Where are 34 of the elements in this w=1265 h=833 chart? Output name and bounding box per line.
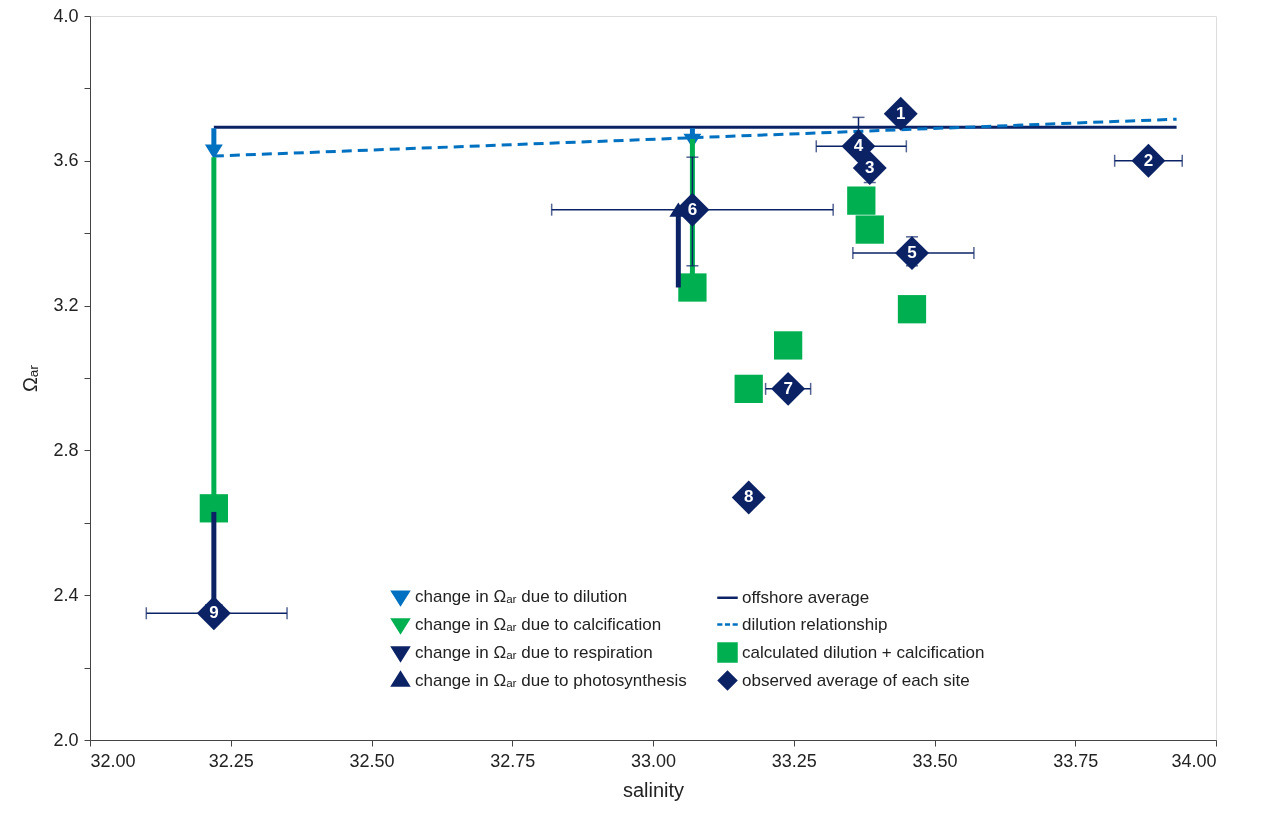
legend-label: change in Ωₐᵣ due to calcification (415, 614, 662, 634)
y-tick-label: 3.2 (53, 295, 79, 316)
legend-label: calculated dilution + calcification (742, 642, 985, 662)
legend-label: dilution relationship (742, 614, 888, 634)
legend-label: change in Ωₐᵣ due to dilution (415, 586, 628, 606)
y-tick-label: 4.0 (53, 5, 79, 26)
legend-label: change in Ωₐᵣ due to respiration (415, 642, 653, 662)
legend-label: offshore average (742, 587, 870, 607)
x-tick-label: 33.25 (771, 750, 817, 771)
legend-label: observed average of each site (742, 670, 970, 690)
y-tick-label: 2.4 (53, 584, 79, 605)
annotation: 5 (907, 243, 917, 263)
annotation: 8 (743, 487, 754, 507)
annotation: 7 (783, 378, 793, 398)
annotation: 3 (865, 158, 875, 178)
x-tick-label: 33.50 (912, 750, 958, 771)
y-tick-label: 3.6 (53, 150, 79, 171)
annotation: 9 (209, 603, 219, 623)
x-tick-label: 33.00 (630, 750, 677, 771)
x-tick-label: 32.00 (90, 750, 136, 771)
annotation: 1 (895, 103, 906, 123)
y-tick-label: 2.0 (53, 729, 79, 750)
x-tick-label: 32.50 (349, 750, 395, 771)
y-axis-title: Ωₐᵣ (19, 364, 42, 393)
annotation: 6 (687, 199, 698, 219)
legend-label: change in Ωₐᵣ due to photosynthesis (415, 670, 687, 690)
x-tick-label: 34.00 (1171, 750, 1217, 771)
x-tick-label: 33.75 (1053, 750, 1099, 771)
annotation: 4 (853, 136, 864, 156)
x-tick-label: 32.25 (208, 750, 254, 771)
x-tick-label: 32.75 (490, 750, 536, 771)
y-tick-label: 2.8 (53, 439, 79, 460)
x-axis-title: salinity (622, 778, 685, 801)
annotation: 2 (1143, 150, 1154, 170)
